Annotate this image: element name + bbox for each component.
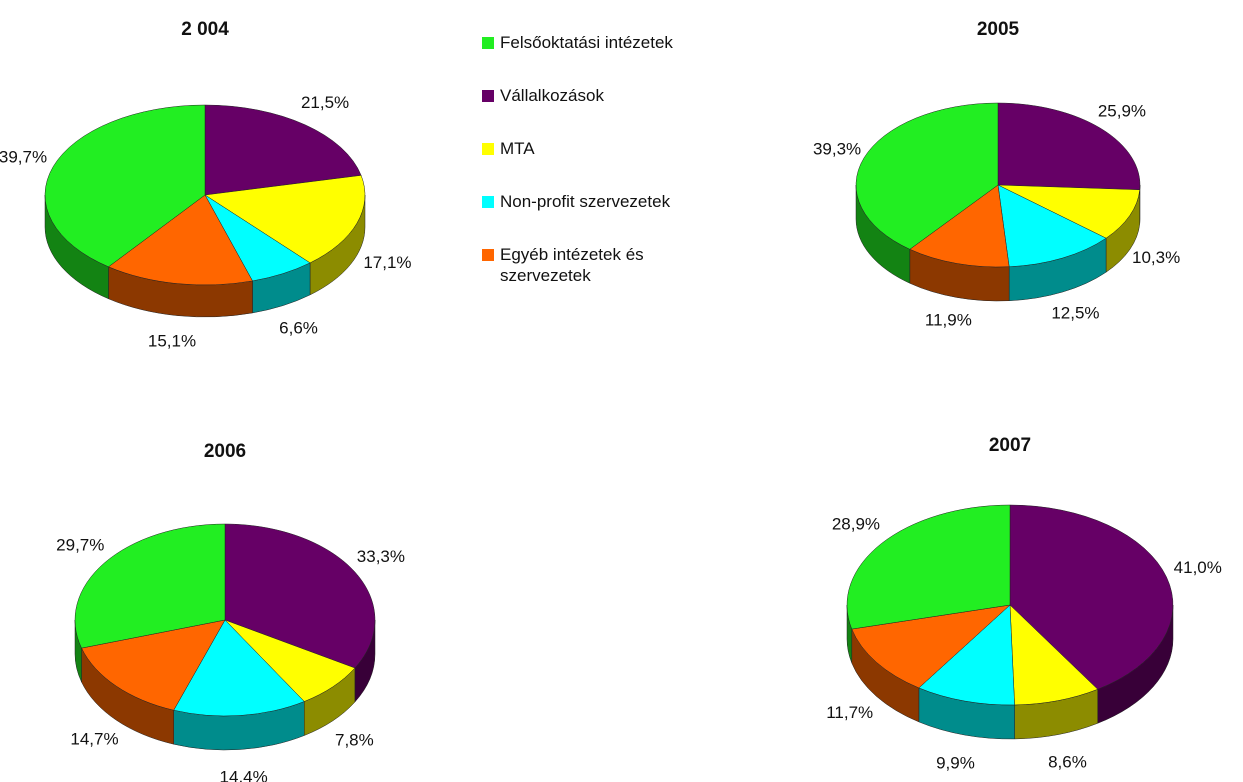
pie-slice [851, 604, 1011, 689]
data-label: 7,8% [335, 730, 374, 749]
pie-slice [918, 604, 1015, 706]
data-label: 21,5% [301, 93, 349, 112]
legend-label: Felsőoktatási intézetek [500, 33, 673, 52]
legend-item: Non-profit szervezetek [482, 191, 732, 212]
pie-slice [997, 184, 1107, 268]
data-label: 29,7% [56, 535, 104, 554]
pie-slice [224, 523, 376, 669]
data-label: 14,7% [70, 729, 118, 748]
data-label: 39,3% [813, 139, 861, 158]
pie-slice [108, 194, 253, 286]
pie-slice [44, 104, 206, 268]
data-label: 11,9% [925, 310, 972, 329]
pie-slice [846, 504, 1011, 630]
pie-slice [1009, 504, 1174, 690]
data-label: 6,6% [279, 319, 318, 338]
data-label: 28,9% [832, 514, 880, 533]
chart-title: 2 004 [181, 19, 229, 40]
pie-slice [1009, 604, 1099, 706]
chart-title: 2005 [977, 19, 1020, 40]
legend-swatch [482, 196, 494, 208]
data-label: 12,5% [1051, 303, 1099, 322]
legend-label: MTA [500, 139, 535, 158]
legend-item: Vállalkozások [482, 85, 732, 106]
data-label: 33,3% [357, 547, 405, 566]
chart-title: 2006 [204, 441, 246, 462]
legend-item: Egyéb intézetek és szervezetek [482, 244, 732, 286]
legend-item: Felsőoktatási intézetek [482, 32, 732, 53]
pie-slice [204, 175, 366, 264]
legend-label: Vállalkozások [500, 86, 604, 105]
legend-swatch [482, 143, 494, 155]
pie-slice [74, 523, 226, 649]
pie-slice [997, 102, 1141, 191]
data-label: 17,1% [363, 253, 411, 272]
legend: Felsőoktatási intézetek Vállalkozások MTA N… [482, 32, 732, 318]
legend-swatch [482, 37, 494, 49]
data-label: 14,4% [220, 768, 268, 782]
legend-label: Egyéb intézetek és szervezetek [500, 245, 644, 285]
pie-slice [909, 184, 1010, 268]
pie-slice [204, 104, 362, 196]
data-label: 9,9% [936, 753, 975, 772]
pie-slice [173, 619, 305, 717]
data-label: 25,9% [1098, 101, 1146, 120]
legend-label: Non-profit szervezetek [500, 192, 671, 211]
pie-slice [81, 619, 226, 711]
data-label: 15,1% [148, 332, 196, 351]
data-label: 41,0% [1174, 558, 1222, 577]
data-label: 10,3% [1132, 248, 1180, 267]
legend-swatch [482, 249, 494, 261]
legend-swatch [482, 90, 494, 102]
pie-slice [997, 184, 1141, 239]
data-label: 8,6% [1048, 753, 1087, 772]
pie-slice [855, 102, 999, 250]
legend-item: MTA [482, 138, 732, 159]
data-label: 11,7% [826, 703, 873, 722]
chart-title: 2007 [989, 435, 1031, 456]
data-label: 39,7% [0, 147, 47, 166]
